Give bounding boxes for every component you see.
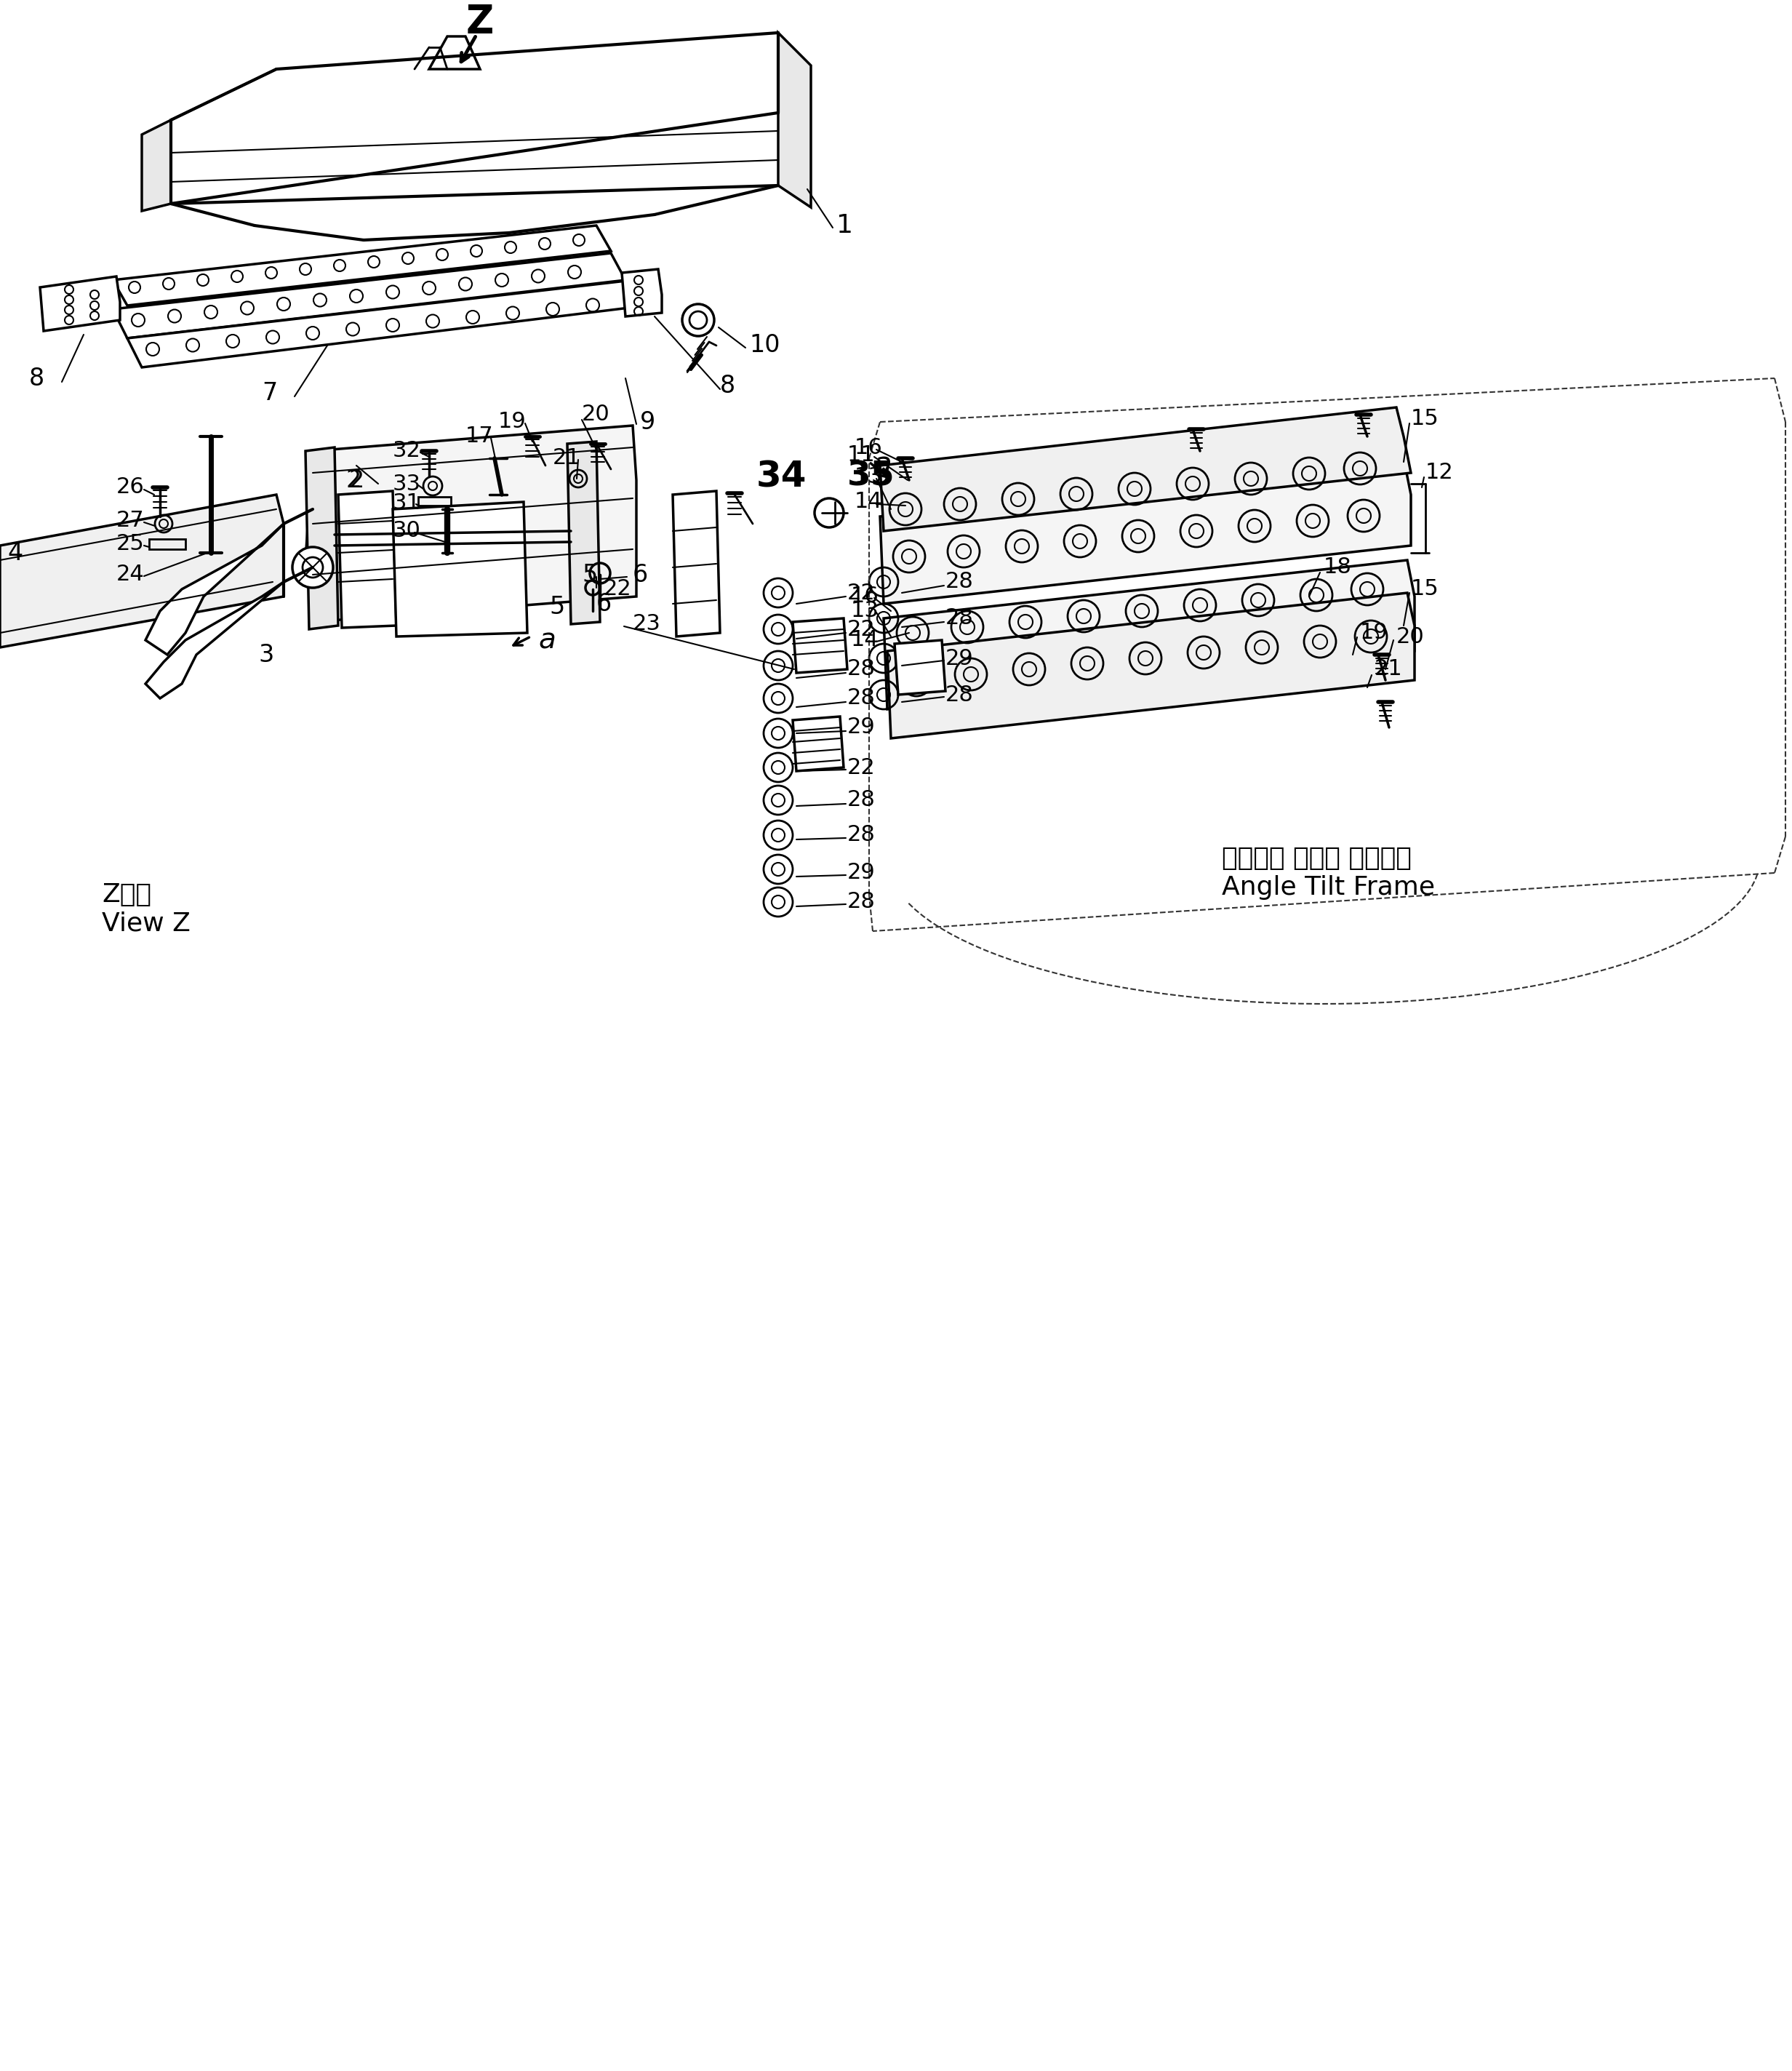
Polygon shape (622, 269, 661, 317)
Text: 19: 19 (498, 412, 527, 433)
Text: 13: 13 (855, 466, 883, 487)
Text: 18: 18 (1324, 557, 1351, 578)
Text: 28: 28 (946, 683, 973, 706)
Text: 11: 11 (848, 443, 876, 466)
Text: アングル チルト フレーム: アングル チルト フレーム (1222, 847, 1412, 870)
Text: Z: Z (466, 2, 495, 41)
Polygon shape (113, 226, 611, 307)
Polygon shape (880, 458, 1410, 605)
Text: 26: 26 (116, 476, 145, 497)
Text: 8: 8 (720, 373, 735, 398)
Text: 15: 15 (1410, 408, 1439, 429)
Polygon shape (142, 120, 170, 211)
Polygon shape (887, 592, 1414, 739)
Text: 24: 24 (116, 563, 145, 586)
Text: 32: 32 (392, 441, 421, 462)
Text: a: a (538, 625, 556, 654)
Text: 22: 22 (604, 578, 633, 601)
Polygon shape (792, 619, 848, 673)
Text: 33: 33 (392, 472, 421, 495)
Text: 29: 29 (848, 862, 876, 884)
Circle shape (292, 547, 333, 588)
Polygon shape (305, 447, 339, 630)
Text: 19: 19 (1360, 621, 1389, 644)
Text: 4: 4 (7, 541, 23, 565)
Text: 23: 23 (633, 613, 661, 634)
Text: 21: 21 (1374, 659, 1403, 679)
Text: 2: 2 (349, 468, 364, 493)
Text: 15: 15 (1410, 578, 1439, 601)
Text: 5: 5 (582, 563, 597, 586)
Bar (418, 497, 452, 505)
Polygon shape (880, 408, 1410, 530)
Polygon shape (145, 582, 283, 698)
Text: 31: 31 (392, 493, 421, 514)
Polygon shape (127, 280, 647, 367)
Text: 10: 10 (749, 333, 780, 358)
Text: 25: 25 (116, 534, 145, 555)
Text: 28: 28 (848, 824, 876, 845)
Polygon shape (883, 559, 1414, 708)
Polygon shape (305, 425, 636, 621)
Text: 1: 1 (837, 213, 853, 238)
Text: 29: 29 (848, 717, 876, 737)
Text: Angle Tilt Frame: Angle Tilt Frame (1222, 876, 1435, 899)
Text: 28: 28 (946, 607, 973, 630)
Text: 28: 28 (848, 688, 876, 708)
Text: 2: 2 (346, 468, 360, 493)
Text: 6: 6 (633, 563, 649, 586)
Text: 16: 16 (855, 437, 883, 458)
Text: 29: 29 (946, 648, 973, 669)
Text: 17: 17 (466, 427, 493, 447)
Text: View Z: View Z (102, 911, 190, 936)
Polygon shape (0, 495, 283, 648)
Text: 28: 28 (848, 891, 876, 913)
Text: 13: 13 (851, 601, 880, 621)
Polygon shape (568, 441, 600, 623)
Text: 20: 20 (1396, 625, 1425, 646)
Text: 14: 14 (855, 491, 883, 512)
Text: 9: 9 (640, 410, 656, 435)
Text: 28: 28 (848, 659, 876, 679)
Text: a: a (873, 449, 891, 480)
Polygon shape (428, 37, 480, 68)
Text: Z　視: Z 視 (102, 882, 151, 907)
Text: 8: 8 (29, 367, 45, 389)
Text: 14: 14 (851, 630, 880, 650)
Polygon shape (145, 524, 283, 654)
Text: 30: 30 (392, 520, 421, 543)
Text: 34: 34 (756, 460, 806, 493)
Text: 21: 21 (552, 447, 581, 468)
Text: 22: 22 (848, 582, 876, 603)
Polygon shape (39, 275, 120, 331)
Text: 6: 6 (597, 592, 611, 615)
Text: 27: 27 (116, 509, 145, 530)
Text: 22: 22 (848, 756, 876, 779)
Text: 3: 3 (258, 642, 274, 667)
Polygon shape (894, 640, 946, 694)
Text: 28: 28 (946, 572, 973, 592)
Polygon shape (672, 491, 720, 636)
Text: 16: 16 (851, 586, 880, 607)
Bar (149, 538, 185, 549)
Text: 35: 35 (848, 460, 894, 493)
Text: 5: 5 (548, 594, 564, 619)
Polygon shape (113, 253, 625, 338)
Text: 7: 7 (262, 381, 278, 404)
Text: 12: 12 (1425, 462, 1453, 483)
Polygon shape (392, 501, 527, 636)
Polygon shape (339, 491, 396, 628)
Polygon shape (792, 717, 844, 770)
Polygon shape (778, 33, 812, 207)
Text: 22: 22 (848, 619, 876, 640)
Text: 28: 28 (848, 789, 876, 810)
Text: 20: 20 (582, 404, 609, 425)
